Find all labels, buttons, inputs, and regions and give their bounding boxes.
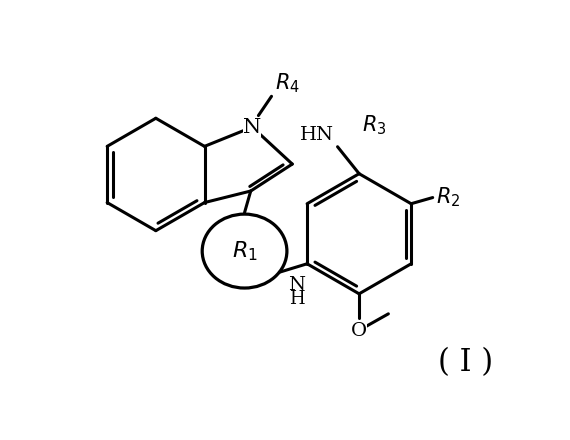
Text: N: N	[288, 276, 306, 294]
Text: H: H	[289, 290, 305, 308]
Text: O: O	[351, 322, 367, 340]
Text: $R_3$: $R_3$	[362, 114, 386, 137]
Text: ( I ): ( I )	[438, 347, 493, 378]
Text: $R_4$: $R_4$	[275, 71, 299, 95]
Text: HN: HN	[300, 126, 333, 143]
Text: $R_1$: $R_1$	[231, 239, 258, 263]
Text: N: N	[243, 117, 262, 136]
Text: $R_2$: $R_2$	[436, 186, 460, 209]
